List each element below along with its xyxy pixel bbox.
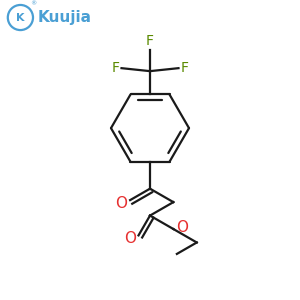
- Text: K: K: [16, 13, 25, 22]
- Text: O: O: [115, 196, 127, 211]
- Text: F: F: [146, 34, 154, 48]
- Text: F: F: [112, 61, 120, 75]
- Text: Kuujia: Kuujia: [38, 10, 92, 25]
- Text: O: O: [176, 220, 188, 235]
- Text: O: O: [124, 231, 136, 246]
- Text: F: F: [180, 61, 188, 75]
- Text: ®: ®: [31, 1, 37, 6]
